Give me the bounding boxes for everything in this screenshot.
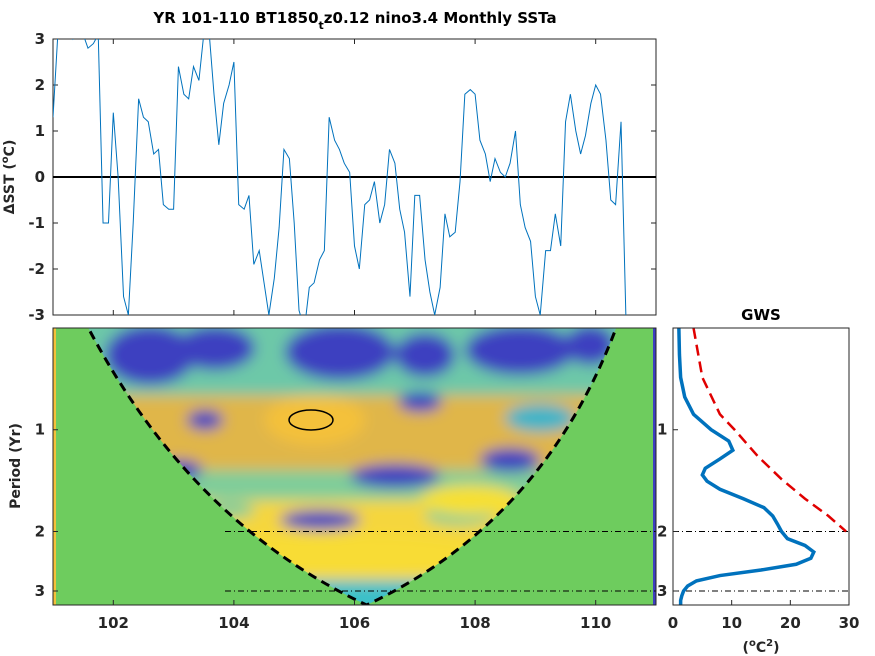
chart-title: YR 101-110 BT1850tz0.12 nino3.4 Monthly …	[152, 9, 556, 32]
gws-xtick-label: 30	[839, 614, 860, 632]
gws-xlabel: (oC2)	[743, 638, 780, 656]
wavelet-xtick-label: 104	[218, 614, 249, 632]
timeseries-y-ticks: -3 -2 -1 0 1 2 3	[28, 30, 656, 324]
timeseries-ylabel: ΔSST (oC)	[0, 140, 18, 215]
wavelet-ytick-label: 2	[35, 522, 45, 540]
sst-series-line	[53, 39, 627, 315]
ts-ytick-label: 0	[35, 168, 45, 186]
ts-ytick-label: 3	[35, 30, 45, 48]
gws-reference-lines	[673, 530, 849, 592]
timeseries-x-ticks	[112, 39, 597, 315]
significance-contour	[288, 409, 334, 431]
gws-significance-line	[692, 328, 847, 533]
wavelet-y-ticks: 1 2 3	[35, 421, 58, 600]
wavelet-ylabel: Period (Yr)	[8, 423, 24, 509]
gws-x-ticks: 0 10 20 30	[668, 600, 860, 632]
gws-ytick-label: 2	[657, 522, 667, 540]
gws-ytick-label: 1	[657, 421, 667, 439]
gws-background	[673, 328, 849, 605]
gws-xtick-label: 0	[668, 614, 678, 632]
cone-of-influence	[86, 328, 618, 605]
wavelet-panel: 1 2 3 102 104 106 108 110 Period (Yr)	[8, 327, 657, 632]
gws-power-line	[677, 328, 816, 605]
ts-ytick-label: 1	[35, 122, 45, 140]
wavelet-xtick-label: 108	[459, 614, 490, 632]
gws-y-ticks: 1 2 3	[657, 421, 678, 600]
wavelet-x-ticks: 102 104 106 108 110	[98, 600, 611, 632]
gws-axes-box	[672, 327, 850, 606]
wavelet-xtick-label: 106	[339, 614, 370, 632]
wavelet-xtick-label: 110	[580, 614, 611, 632]
wavelet-ytick-label: 1	[35, 421, 45, 439]
gws-ytick-label: 3	[657, 582, 667, 600]
wavelet-ytick-label: 3	[35, 582, 45, 600]
ts-ytick-label: 2	[35, 76, 45, 94]
gws-xtick-label: 10	[721, 614, 742, 632]
gws-xtick-label: 20	[780, 614, 801, 632]
ts-ytick-label: -2	[28, 260, 45, 278]
ts-ytick-label: -1	[28, 214, 45, 232]
gws-panel: GWS 1 2 3 0 10 20 30 (oC2)	[657, 306, 859, 656]
wavelet-xtick-label: 102	[98, 614, 129, 632]
gws-title: GWS	[741, 306, 781, 324]
ts-ytick-label: -3	[28, 306, 45, 324]
wavelet-spectrum	[53, 328, 656, 605]
timeseries-panel: YR 101-110 BT1850tz0.12 nino3.4 Monthly …	[0, 9, 657, 324]
